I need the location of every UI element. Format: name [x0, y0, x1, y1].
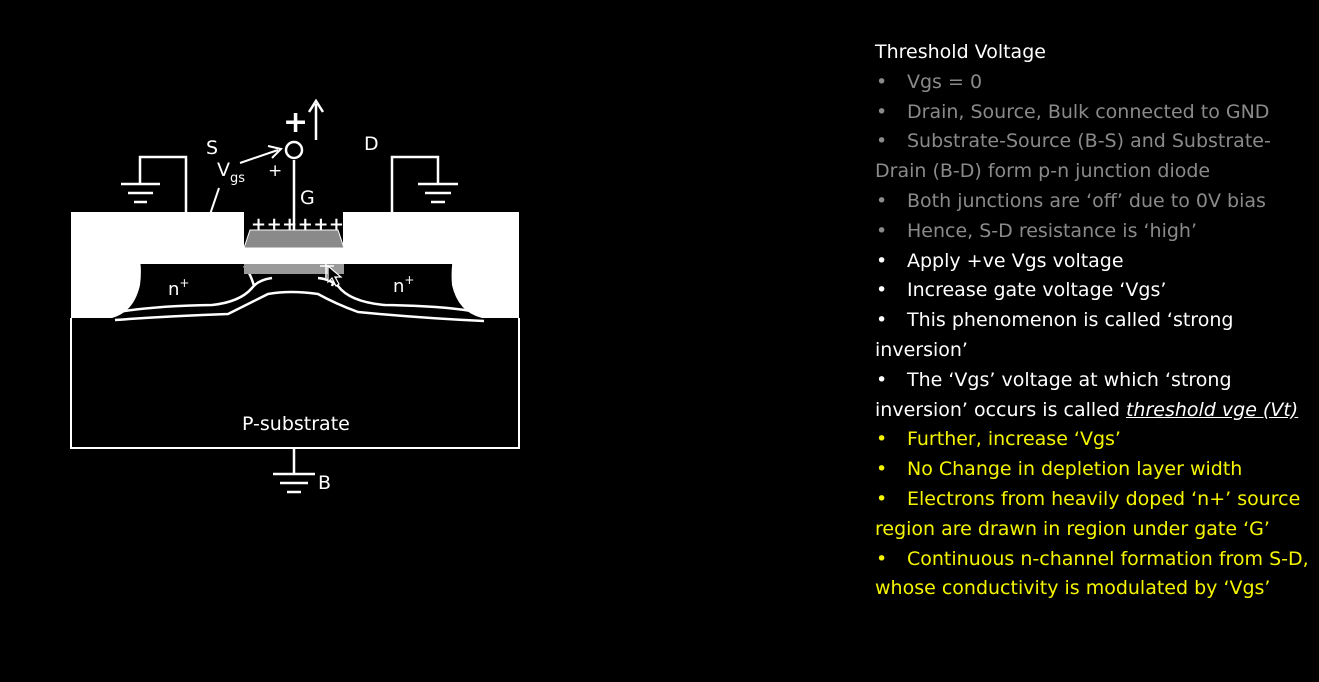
bullet-icon: •	[876, 458, 888, 481]
drain-label: D	[364, 133, 379, 155]
bullet-icon: •	[876, 487, 888, 510]
source-junction-line	[111, 276, 273, 315]
notes-item: • Apply +ve Vgs voltage	[875, 247, 1315, 277]
notes-item-emphasis: threshold vge (Vt)	[1125, 398, 1299, 421]
substrate-label: P-substrate	[242, 413, 350, 435]
notes-item-text: Hence, S-D resistance is ‘high’	[907, 219, 1198, 242]
bullet-icon: •	[876, 547, 888, 570]
bullet-icon: •	[876, 368, 888, 391]
drain-n-plus-label: n+	[393, 273, 414, 297]
notes-item-text: Apply +ve Vgs voltage	[907, 249, 1124, 272]
bullet-icon: •	[876, 279, 888, 302]
source-contact-wire	[138, 155, 188, 258]
gate-charges: +++++++	[251, 214, 360, 235]
vgs-arrow-to-gate-head	[267, 145, 283, 159]
up-arrow-head	[307, 98, 325, 113]
notes-item-text: Increase gate voltage ‘Vgs’	[907, 279, 1167, 302]
bullet-icon: •	[876, 70, 888, 93]
notes-item: • Hence, S-D resistance is ‘high’	[875, 217, 1315, 247]
notes-item: • Increase gate voltage ‘Vgs’	[875, 276, 1315, 306]
mosfet-cross-section-diagram: +++++++ G + S D Vgs + - n+ n+ P-substrat…	[70, 98, 520, 494]
drain-contact-wire	[390, 155, 440, 258]
notes-list: • Vgs = 0 • Drain, Source, Bulk connected t…	[875, 68, 1315, 604]
notes-item: • Continuous n-channel formation from S-D…	[875, 545, 1315, 605]
threshold-voltage-notes: Threshold Voltage • Vgs = 0 • Drain, Source…	[875, 38, 1315, 604]
notes-item-text: Substrate-Source (B-S) and Substrate-Dra…	[875, 130, 1271, 183]
notes-item: • The ‘Vgs’ voltage at which ‘strong inve…	[875, 366, 1315, 426]
big-plus-sign: +	[283, 105, 308, 140]
gate-terminal-circle	[284, 140, 304, 160]
notes-item-text: Drain, Source, Bulk connected to GND	[907, 100, 1270, 123]
source-label: S	[206, 137, 218, 159]
bullet-icon: •	[876, 249, 888, 272]
bullet-icon: •	[876, 130, 888, 153]
notes-item: • Substrate-Source (B-S) and Substrate-Dr…	[875, 127, 1315, 187]
notes-item-text: Further, increase ‘Vgs’	[907, 428, 1121, 451]
bullet-icon: •	[876, 219, 888, 242]
notes-item: • Electrons from heavily doped ‘n+’ sourc…	[875, 485, 1315, 545]
bullet-icon: •	[876, 428, 888, 451]
gate-oxide-shade	[244, 264, 344, 274]
notes-item-text: Electrons from heavily doped ‘n+’ source…	[875, 487, 1301, 540]
bullet-icon: •	[876, 189, 888, 212]
notes-item: • No Change in depletion layer width	[875, 455, 1315, 485]
notes-title: Threshold Voltage	[875, 41, 1046, 63]
notes-item-text: The ‘Vgs’ voltage at which ‘strong inver…	[875, 368, 1232, 421]
notes-item-text: Both junctions are ‘off’ due to 0V bias	[907, 189, 1266, 212]
right-field-oxide	[451, 212, 519, 318]
vgs-minus-sign: -	[197, 239, 203, 259]
vgs-arrow-to-source	[203, 187, 220, 233]
vgs-arrow-to-gate	[239, 149, 279, 164]
gate-oxide	[244, 248, 344, 264]
notes-item-text: Vgs = 0	[907, 70, 983, 93]
vgs-label: Vgs	[217, 159, 245, 186]
source-n-plus-label: n+	[168, 276, 189, 300]
bullet-icon: •	[876, 100, 888, 123]
notes-item-text: No Change in depletion layer width	[907, 458, 1243, 481]
bullet-icon: •	[876, 309, 888, 332]
notes-item: • Drain, Source, Bulk connected to GND	[875, 98, 1315, 128]
move-cursor-icon	[320, 258, 343, 287]
notes-item-text: Continuous n-channel formation from S-D,…	[875, 547, 1309, 600]
bulk-label: B	[318, 472, 331, 494]
notes-item-text: This phenomenon is called ‘strong invers…	[875, 309, 1234, 361]
notes-item: • Further, increase ‘Vgs’	[875, 425, 1315, 455]
vgs-arrow-to-source-head	[199, 219, 212, 238]
notes-item: • Both junctions are ‘off’ due to 0V bias	[875, 187, 1315, 217]
depletion-boundary-line	[114, 290, 485, 323]
notes-item: • Vgs = 0	[875, 68, 1315, 98]
left-field-oxide	[71, 212, 141, 318]
vgs-plus-sign: +	[268, 161, 282, 181]
gate-label: G	[300, 187, 315, 209]
notes-item: • This phenomenon is called ‘strong inver…	[875, 306, 1315, 366]
